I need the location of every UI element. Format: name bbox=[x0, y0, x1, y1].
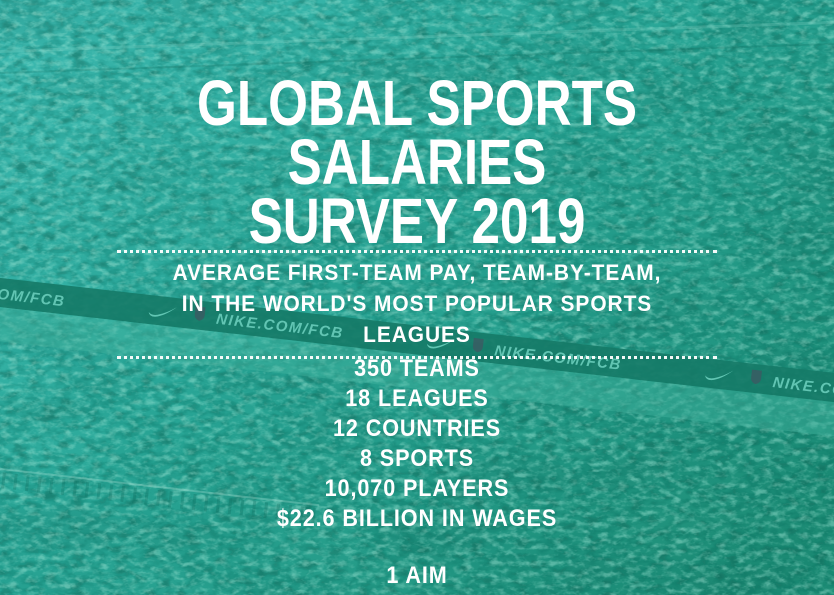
dotted-divider-top bbox=[117, 250, 717, 253]
nike-swoosh-icon bbox=[148, 307, 178, 317]
stat-leagues: 18 LEAGUES bbox=[0, 384, 834, 414]
stats-list: 350 TEAMS 18 LEAGUES 12 COUNTRIES 8 SPOR… bbox=[0, 354, 834, 534]
walkway-strip bbox=[0, 302, 834, 443]
stat-sports-label: 8 SPORTS bbox=[359, 445, 475, 472]
club-crest-icon bbox=[751, 369, 762, 385]
stat-players: 10,070 PLAYERS bbox=[0, 474, 834, 504]
stat-wages: $22.6 BILLION IN WAGES bbox=[0, 504, 834, 534]
stat-teams: 350 TEAMS bbox=[0, 354, 834, 384]
aim-label: 1 AIM bbox=[386, 562, 448, 589]
stat-wages-label: $22.6 BILLION IN WAGES bbox=[276, 505, 558, 532]
stat-countries-label: 12 COUNTRIES bbox=[332, 415, 502, 442]
club-crest-icon bbox=[194, 306, 206, 321]
subtitle: AVERAGE FIRST-TEAM PAY, TEAM-BY-TEAM, IN… bbox=[117, 257, 717, 350]
aim-statement: 1 AIM bbox=[0, 561, 834, 591]
ad-band-strip bbox=[0, 273, 834, 409]
page-title: GLOBAL SPORTS SALARIES SURVEY 2019 bbox=[0, 67, 834, 257]
nike-swoosh-icon bbox=[705, 370, 734, 381]
title-line-2: SURVEY 2019 bbox=[248, 185, 586, 257]
stat-sports: 8 SPORTS bbox=[0, 444, 834, 474]
nike-swoosh-icon bbox=[426, 338, 456, 349]
subtitle-line-1: AVERAGE FIRST-TEAM PAY, TEAM-BY-TEAM, bbox=[172, 260, 662, 285]
stadium-tier-lines bbox=[0, 19, 834, 75]
dotted-divider-bottom bbox=[117, 356, 717, 359]
subtitle-block: AVERAGE FIRST-TEAM PAY, TEAM-BY-TEAM, IN… bbox=[117, 250, 717, 359]
stadium-railing bbox=[0, 466, 329, 526]
subtitle-line-2: IN THE WORLD'S MOST POPULAR SPORTS LEAGU… bbox=[181, 291, 653, 347]
stat-countries: 12 COUNTRIES bbox=[0, 414, 834, 444]
club-crest-icon bbox=[472, 337, 484, 353]
stat-leagues-label: 18 LEAGUES bbox=[345, 385, 489, 412]
title-line-1: GLOBAL SPORTS SALARIES bbox=[197, 67, 637, 198]
stat-teams-label: 350 TEAMS bbox=[354, 355, 480, 382]
stat-players-label: 10,070 PLAYERS bbox=[324, 475, 510, 502]
